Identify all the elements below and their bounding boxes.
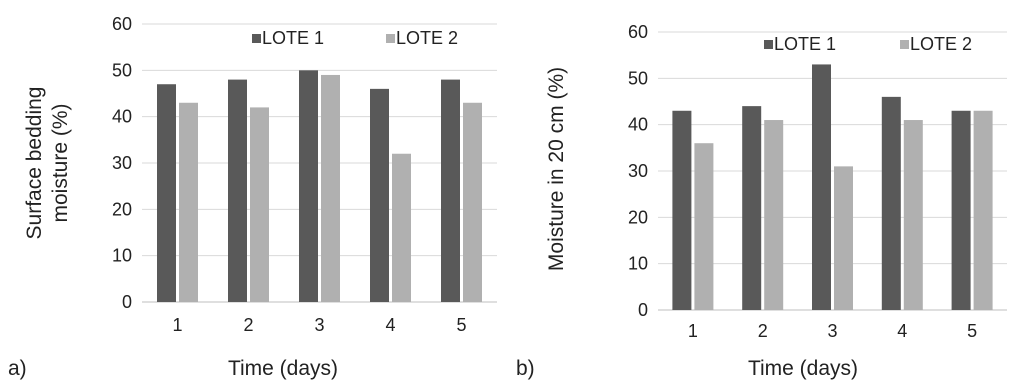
chart-a-legend-swatch-lote1: [252, 34, 261, 43]
chart-a-y-tick-label: 40: [112, 107, 132, 127]
chart-b-y-tick-label: 50: [628, 68, 648, 88]
chart-b-y-tick-label: 0: [638, 300, 648, 320]
chart-a-legend-label-lote2: LOTE 2: [396, 28, 458, 48]
chart-a-bar-lote1: [299, 70, 318, 302]
chart-b-y-axis-label-line: Moisture in 20 cm (%): [545, 67, 568, 271]
chart-b-y-tick-label: 30: [628, 161, 648, 181]
chart-a-y-tick-label: 50: [112, 60, 132, 80]
chart-b-panel-tag: b): [516, 357, 535, 380]
chart-b-bar-lote2: [903, 120, 923, 311]
chart-a-x-tick-label: 3: [314, 315, 324, 335]
chart-a-panel-tag: a): [8, 357, 27, 380]
chart-b-x-tick-label: 5: [967, 321, 977, 341]
chart-a-y-axis-label-line: Surface bedding: [23, 87, 46, 240]
chart-b-x-tick-label: 4: [897, 321, 907, 341]
chart-a-x-tick-label: 2: [243, 315, 253, 335]
chart-a-y-axis-label: Surface bedding moisture (%): [23, 87, 72, 240]
chart-b-x-tick-label: 2: [758, 321, 768, 341]
chart-b-x-axis-label: Time (days): [748, 357, 858, 380]
chart-a-bar-lote1: [370, 88, 389, 302]
chart-a-legend-swatch-lote2: [386, 34, 395, 43]
chart-b-y-tick-label: 60: [628, 22, 648, 42]
chart-a-bar-lote1: [157, 84, 176, 302]
chart-b-legend-swatch-lote1: [764, 40, 773, 49]
chart-b-x-tick-label: 3: [827, 321, 837, 341]
chart-b-y-tick-label: 20: [628, 207, 648, 227]
chart-a-bar-lote2: [463, 102, 482, 303]
chart-b-y-tick-label: 40: [628, 115, 648, 135]
chart-a-y-tick-label: 20: [112, 199, 132, 219]
chart-a-y-axis-label-line: moisture (%): [49, 103, 72, 222]
chart-b-legend-label-lote1: LOTE 1: [774, 34, 836, 54]
chart-b-y-axis-label: Moisture in 20 cm (%): [545, 67, 568, 271]
chart-b-bar-lote1: [742, 106, 762, 310]
chart-a-y-tick-label: 60: [112, 14, 132, 34]
chart-b-legend-label-lote2: LOTE 2: [910, 34, 972, 54]
chart-b-bar-lote1: [812, 64, 831, 310]
chart-b-svg: 0 10 20 30 40 50 60 1 2 3 4 5 LOTE 1 LOTE 2 Moisture i…: [516, 22, 1007, 380]
chart-panel-a: 0 10 20 30 40 50 60 1 2 3 4 5 LOTE 1 LOTE 2 Surface be…: [8, 14, 497, 380]
chart-b-bar-lote1: [951, 110, 971, 311]
chart-b-bar-lote2: [694, 143, 714, 310]
chart-b-y-tick-label: 10: [628, 254, 648, 274]
chart-b-x-tick-label: 1: [688, 321, 698, 341]
chart-b-bar-lote2: [834, 166, 853, 310]
chart-a-bar-lote2: [392, 153, 411, 302]
chart-b-bar-lote2: [973, 110, 993, 311]
chart-a-y-tick-label: 10: [112, 246, 132, 266]
chart-b-legend-swatch-lote2: [900, 40, 909, 49]
chart-a-bar-lote2: [321, 74, 340, 302]
chart-a-bar-lote1: [228, 79, 247, 302]
chart-a-x-axis-label: Time (days): [228, 357, 338, 380]
chart-a-bar-lote2: [250, 107, 269, 303]
chart-a-y-tick-label: 0: [122, 292, 132, 312]
chart-a-x-tick-label: 5: [456, 315, 466, 335]
chart-b-bar-lote1: [672, 110, 692, 311]
chart-a-svg: 0 10 20 30 40 50 60 1 2 3 4 5 LOTE 1 LOTE 2 Surface be…: [8, 14, 497, 380]
chart-a-legend-label-lote1: LOTE 1: [262, 28, 324, 48]
chart-a-y-tick-label: 30: [112, 153, 132, 173]
chart-panel-b: 0 10 20 30 40 50 60 1 2 3 4 5 LOTE 1 LOTE 2 Moisture i…: [510, 0, 1015, 389]
chart-a-bar-lote2: [179, 102, 198, 303]
chart-a-bar-lote1: [441, 79, 460, 302]
chart-b-bar-lote1: [881, 96, 901, 310]
chart-a-x-tick-label: 4: [385, 315, 395, 335]
chart-b-bar-lote2: [764, 120, 784, 311]
chart-a-x-tick-label: 1: [172, 315, 182, 335]
